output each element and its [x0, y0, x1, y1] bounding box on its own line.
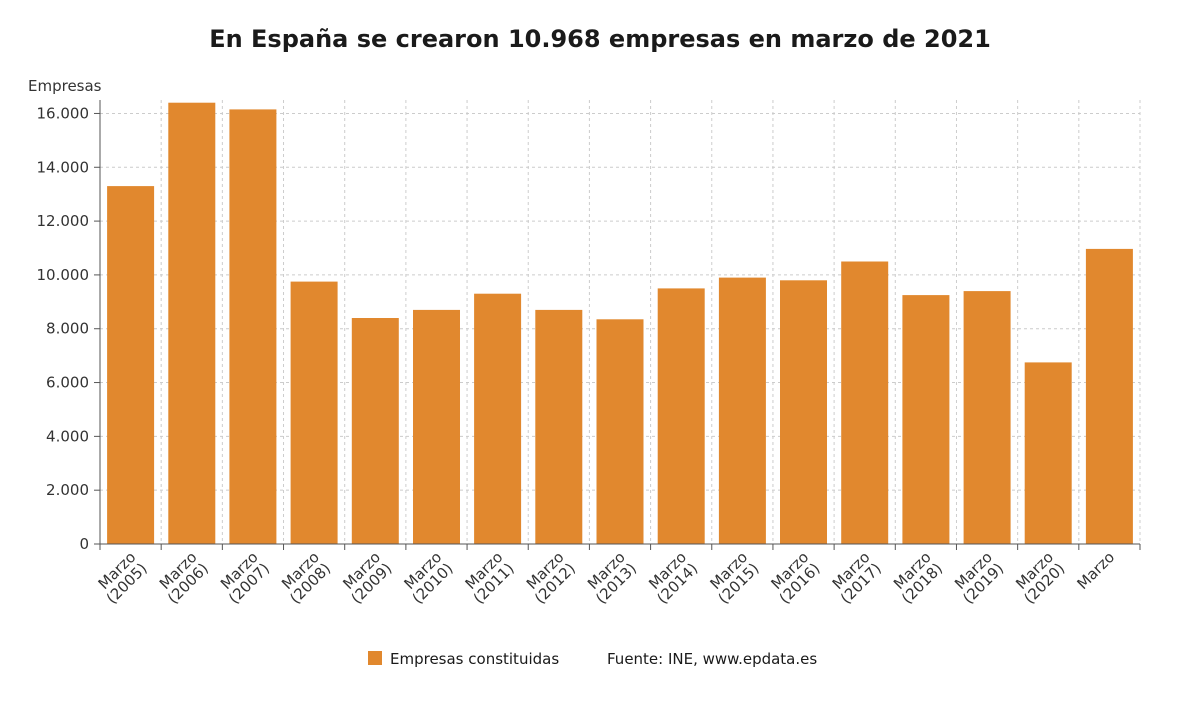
- x-axis-label: Marzo(2016): [764, 548, 824, 607]
- x-axis-label-text: Marzo(2020): [1009, 548, 1068, 607]
- bar: [413, 309, 460, 544]
- bar: [657, 288, 705, 544]
- x-axis-label-text: Marzo(2018): [887, 548, 946, 607]
- x-axis-label-text: Marzo(2017): [826, 548, 885, 607]
- y-tick-label: 4.000: [46, 427, 89, 445]
- x-axis-label: Marzo(2012): [520, 548, 579, 607]
- bar: [229, 109, 277, 545]
- y-tick-label: 6.000: [46, 374, 89, 392]
- bar: [351, 318, 399, 544]
- x-axis-label-text: Marzo(2009): [336, 548, 395, 607]
- legend-swatch: [368, 651, 382, 665]
- y-axis-title: Empresas: [28, 77, 102, 95]
- bar: [780, 280, 827, 544]
- source-text: Fuente: INE, www.epdata.es: [607, 650, 817, 668]
- x-axis-label-text: Marzo(2015): [703, 548, 762, 607]
- x-axis-label: Marzo(2018): [887, 548, 946, 607]
- x-axis-label-text: Marzo(2008): [275, 548, 334, 607]
- bar: [107, 186, 155, 544]
- x-axis-label-text: Marzo(2016): [764, 548, 823, 607]
- bar: [596, 319, 644, 544]
- axes: [94, 100, 1141, 550]
- y-tick-label: 8.000: [46, 320, 89, 338]
- y-tick-label: 12.000: [37, 212, 90, 230]
- bar: [902, 295, 950, 544]
- x-axis-label-text: Marzo(2005): [91, 548, 150, 607]
- legend: Empresas constituidas Fuente: INE, www.e…: [368, 650, 817, 668]
- y-tick-label: 16.000: [37, 104, 90, 122]
- x-axis-label: Marzo(2006): [153, 548, 212, 607]
- x-axis-label-text: Marzo(2014): [642, 548, 701, 607]
- bar-series: [107, 102, 1133, 545]
- x-axis-label-text: Marzo(2007): [214, 548, 273, 607]
- bar: [290, 281, 338, 544]
- bar: [168, 102, 216, 544]
- x-axis-label: Marzo(2020): [1009, 548, 1068, 607]
- bar: [963, 291, 1011, 544]
- x-axis-label: Marzo(2017): [826, 548, 885, 607]
- x-axis-label: Marzo(2008): [275, 548, 334, 607]
- x-axis-label: Marzo(2005): [91, 548, 151, 607]
- x-axis-label: Marzo: [1073, 548, 1118, 593]
- x-axis-label-text: Marzo(2010): [397, 548, 456, 607]
- x-axis-label-text: Marzo(2011): [458, 548, 517, 607]
- x-axis-label-text: Marzo(2006): [153, 548, 212, 607]
- bar: [535, 309, 583, 544]
- y-tick-label: 10.000: [37, 266, 90, 284]
- bar: [474, 293, 522, 544]
- x-axis-label-text: Marzo(2019): [948, 548, 1007, 607]
- y-tick-label: 14.000: [37, 158, 90, 176]
- y-tick-label: 2.000: [46, 481, 89, 499]
- x-axis-label: Marzo(2014): [642, 548, 701, 607]
- x-axis-label-text: Marzo: [1073, 548, 1118, 593]
- x-axis-label: Marzo(2009): [336, 548, 395, 607]
- legend-label: Empresas constituidas: [390, 650, 559, 668]
- chart-title: En España se crearon 10.968 empresas en …: [209, 25, 991, 53]
- bar: [841, 261, 889, 544]
- x-axis-label: Marzo(2010): [397, 548, 457, 607]
- x-axis-label-text: Marzo(2013): [581, 548, 640, 607]
- x-axis-label-text: Marzo(2012): [520, 548, 579, 607]
- bar: [1085, 248, 1133, 544]
- x-axis-label: Marzo(2013): [581, 548, 640, 607]
- y-tick-label: 0: [79, 535, 89, 553]
- x-axis-label: Marzo(2015): [703, 548, 762, 607]
- bar: [1024, 362, 1072, 544]
- x-axis-label: Marzo(2019): [948, 548, 1007, 607]
- bar: [718, 277, 766, 544]
- x-axis-label: Marzo(2011): [458, 548, 518, 607]
- x-axis-label: Marzo(2007): [214, 548, 273, 607]
